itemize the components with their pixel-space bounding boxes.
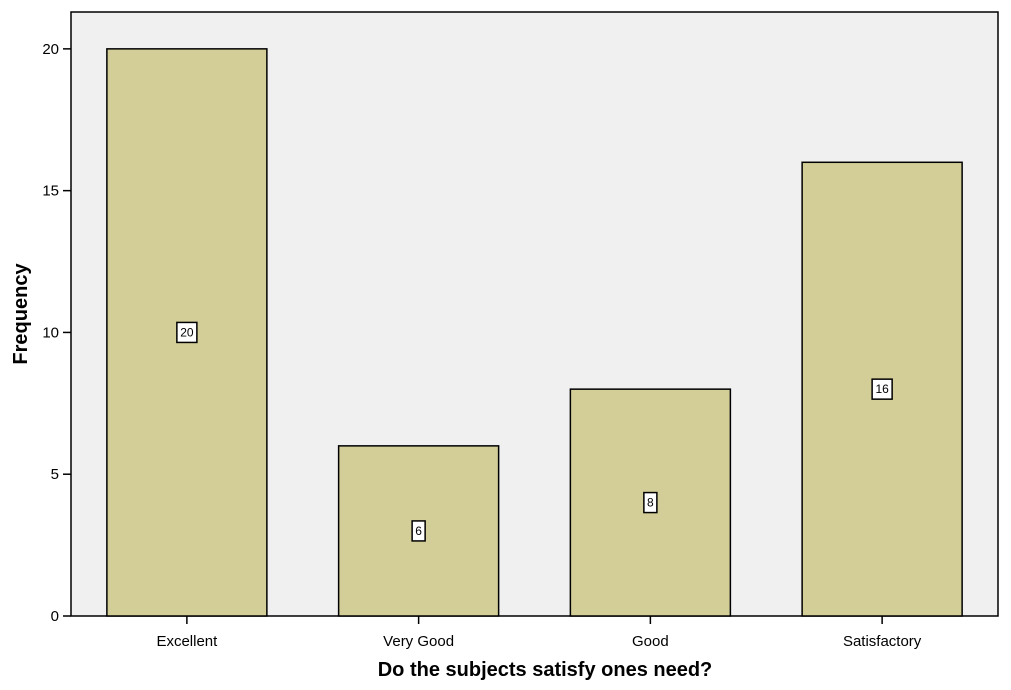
data-label: 16	[875, 382, 889, 396]
data-label-box	[411, 520, 426, 542]
data-label-box	[176, 321, 198, 344]
y-tick-label: 0	[51, 608, 59, 625]
data-labels-layer: 20 6 8 16	[176, 321, 893, 542]
y-tick-label: 5	[51, 466, 59, 483]
y-tick-label: 15	[42, 183, 59, 200]
x-tick-label: Satisfactory	[843, 633, 922, 650]
data-label: 6	[415, 524, 422, 538]
data-label-box	[871, 378, 893, 400]
x-tick-label: Excellent	[156, 633, 218, 650]
x-tick-label: Good	[632, 633, 669, 650]
x-tick-label: Very Good	[383, 633, 454, 650]
y-tick-label: 20	[42, 41, 59, 58]
x-axis-title: Do the subjects satisfy ones need?	[378, 659, 713, 681]
data-label: 8	[647, 496, 654, 510]
ticks-layer: 0 5 10 15 20 Excellent Very Good Good Satisfacto…	[42, 41, 921, 650]
data-label-box	[643, 491, 658, 514]
y-axis-title: Frequency	[10, 263, 32, 365]
y-tick-label: 10	[42, 324, 59, 341]
data-label: 20	[180, 325, 194, 339]
